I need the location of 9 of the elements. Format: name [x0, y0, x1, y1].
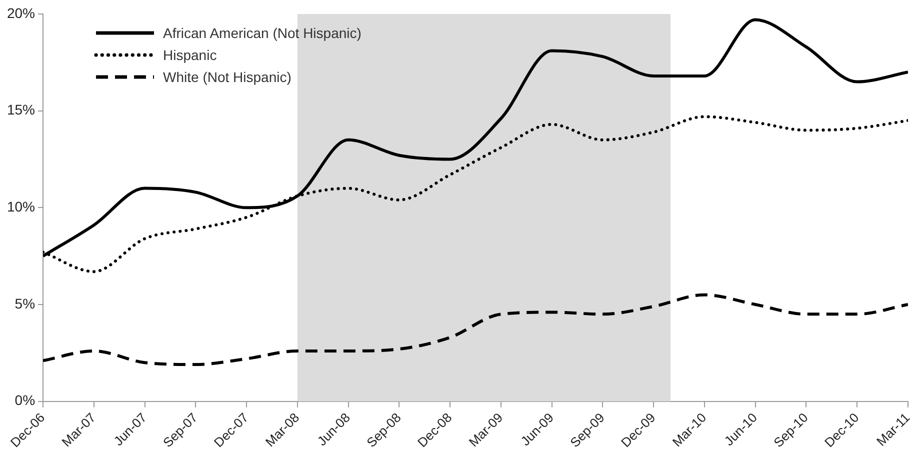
y-tick-label: 5% [14, 295, 36, 312]
legend-label: Hispanic [163, 47, 217, 63]
line-series [43, 293, 908, 366]
legend-label: White (Not Hispanic) [163, 69, 292, 85]
y-tick-label: 10% [6, 198, 36, 215]
legend-label: African American (Not Hispanic) [163, 25, 362, 41]
y-tick-label: 15% [6, 102, 36, 118]
y-tick-label: 20% [6, 4, 36, 21]
y-tick-label: 0% [14, 392, 36, 408]
